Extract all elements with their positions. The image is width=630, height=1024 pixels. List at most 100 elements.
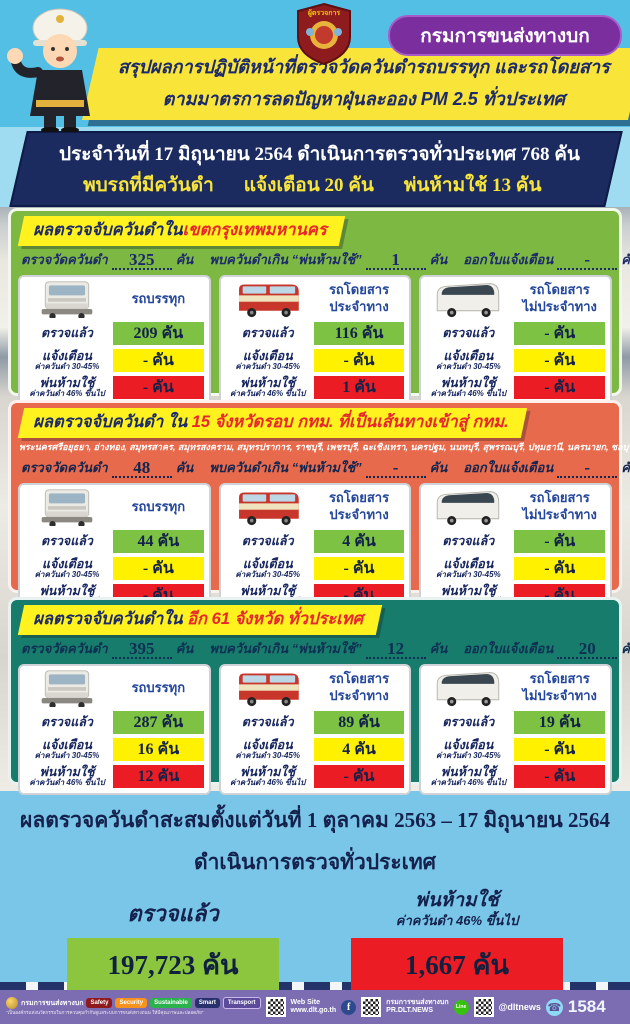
stat-warned-value: 20 xyxy=(578,639,596,658)
vehicle-name: รถโดยสาร ไม่ประจำทาง xyxy=(522,282,597,314)
warned-label: แจ้งเตือน ค่าควันดำ 30-45% xyxy=(235,556,300,580)
inspected-value-box: 4 คัน xyxy=(313,530,405,553)
stat-banned-value: 1 xyxy=(391,250,400,269)
stat-inspected-value: 325 xyxy=(128,250,155,269)
section-title-prefix: ผลตรวจจับควันดำใน xyxy=(33,221,183,239)
summary-inspected-label: ตรวจแล้ว xyxy=(127,901,219,926)
facebook-qr-code xyxy=(361,997,382,1017)
banned-value-box: - คัน xyxy=(514,376,606,399)
stat-inspected-label: ตรวจวัดควันดำ xyxy=(21,641,108,656)
section-61-provinces-stats: ตรวจวัดควันดำ 395 คัน พบควันดำเกิน “พ่นห… xyxy=(21,639,630,659)
warned-value-box: - คัน xyxy=(514,738,606,761)
section-bangkok-stats: ตรวจวัดควันดำ 325 คัน พบควันดำเกิน “พ่นห… xyxy=(21,250,630,270)
province-list: พระนครศรีอยุธยา, อ่างทอง, สมุทรสาคร, สมุ… xyxy=(19,442,630,452)
stat-inspected-leader: 325 xyxy=(111,250,172,270)
stat-banned-label: พบควันดำเกิน “พ่นห้ามใช้” xyxy=(209,460,362,475)
banned-value-box: - คัน xyxy=(313,765,405,788)
website-url: www.dlt.go.th xyxy=(290,1007,337,1014)
badge-smart: Smart xyxy=(194,998,220,1008)
footer-agency-block: กรมการขนส่งทางบก Safety Security Sustain… xyxy=(6,997,261,1017)
vehicle-name: รถบรรทุก xyxy=(131,290,186,306)
warned-label: แจ้งเตือน ค่าควันดำ 30-45% xyxy=(235,348,300,372)
section-61-provinces-title-tag: ผลตรวจจับควันดำใน อีก 61 จังหวัด ทั่วประ… xyxy=(17,605,383,635)
daily-result-box: ประจำวันที่ 17 มิถุนายน 2564 ดำเนินการตร… xyxy=(9,131,623,207)
stat-inspected-label: ตรวจวัดควันดำ xyxy=(21,460,108,475)
stat-warned-value: - xyxy=(584,250,591,269)
warned-value-box: - คัน xyxy=(313,557,405,580)
vehicle-name: รถโดยสาร ประจำทาง xyxy=(328,282,390,314)
stat-warned-label: ออกใบแจ้งเตือน xyxy=(463,252,554,267)
section-title-highlight: 15 จังหวัดรอบ กทม. ที่เป็นเส้นทางเข้าสู่… xyxy=(191,413,509,431)
vehicle-card-truck: รถบรรทุก ตรวจแล้ว 44 คัน แจ้งเตือน ค่าควั… xyxy=(18,483,211,614)
badge-safety: Safety xyxy=(86,998,113,1008)
vehicle-name: รถบรรทุก xyxy=(131,498,186,514)
stat-banned-leader: 1 xyxy=(365,250,426,270)
inspected-value-box: 19 คัน xyxy=(514,711,606,734)
summary-line1: ผลตรวจควันดำสะสมตั้งแต่วันที่ 1 ตุลาคม 2… xyxy=(20,808,610,832)
line-qr-code xyxy=(473,997,494,1017)
inspected-label: ตรวจแล้ว xyxy=(41,715,93,730)
footer-tagline: "เป็นองค์กรแห่งนวัตกรรมในการควบคุมกำกับด… xyxy=(6,1010,204,1015)
truck-icon xyxy=(25,280,109,318)
inspected-value-box: - คัน xyxy=(514,322,606,345)
dashed-divider xyxy=(0,982,630,990)
stat-banned-label: พบควันดำเกิน “พ่นห้ามใช้” xyxy=(209,252,362,267)
section-61-provinces: ผลตรวจจับควันดำใน อีก 61 จังหวัด ทั่วประ… xyxy=(8,597,630,795)
daily-warned-count: แจ้งเตือน 20 คัน xyxy=(243,174,375,196)
facebook-icon: f xyxy=(341,999,357,1015)
stat-inspected-label: ตรวจวัดควันดำ xyxy=(21,252,108,267)
warned-label: แจ้งเตือน ค่าควันดำ 30-45% xyxy=(436,737,501,761)
section-title-highlight: เขตกรุงเทพมหานคร xyxy=(182,221,327,239)
website-text: Web Site www.dlt.go.th xyxy=(291,999,337,1016)
inspector-character-icon xyxy=(7,8,90,132)
line-app-icon: Line xyxy=(453,999,469,1015)
summary-inspected-column: ตรวจแล้ว 197,723 คัน xyxy=(67,889,279,990)
banned-value-box: 1 คัน xyxy=(313,376,405,399)
warned-value-box: - คัน xyxy=(313,349,405,372)
warned-value-box: 4 คัน xyxy=(313,738,405,761)
warned-label: แจ้งเตือน ค่าควันดำ 30-45% xyxy=(436,348,501,372)
summary-inspected-value: 197,723 คัน xyxy=(67,938,279,990)
inspected-label: ตรวจแล้ว xyxy=(41,534,93,549)
inspected-value-box: 116 คัน xyxy=(313,322,405,345)
inspected-label: ตรวจแล้ว xyxy=(41,326,93,341)
warned-value-box: - คัน xyxy=(113,557,204,580)
title-banner: สรุปผลการปฏิบัติหน้าที่ตรวจวัดควันดำรถบร… xyxy=(82,48,630,120)
stat-warned-value: - xyxy=(584,458,591,477)
vehicle-card-truck: รถบรรทุก ตรวจแล้ว 209 คัน แจ้งเตือน ค่าคว… xyxy=(18,275,211,406)
daily-line1: ประจำวันที่ 17 มิถุนายน 2564 ดำเนินการตร… xyxy=(59,143,581,165)
summary-banned-label: พ่นห้ามใช้ xyxy=(415,890,499,911)
vehicle-card-truck: รถบรรทุก ตรวจแล้ว 287 คัน แจ้งเตือน ค่าคว… xyxy=(18,664,211,795)
city-bus-icon xyxy=(226,669,310,707)
vehicle-card-coach-bus: รถโดยสาร ไม่ประจำทาง ตรวจแล้ว - คัน แจ้ง… xyxy=(419,275,613,406)
section-15-provinces-stats: ตรวจวัดควันดำ 48 คัน พบควันดำเกิน “พ่นห้… xyxy=(21,458,630,478)
line-account: @dltnews xyxy=(498,1002,541,1012)
stat-warned-leader: 20 xyxy=(557,639,618,659)
stat-inspected-value: 48 xyxy=(133,458,151,477)
stat-banned-label: พบควันดำเกิน “พ่นห้ามใช้” xyxy=(209,641,362,656)
banned-label: พ่นห้ามใช้ค่าควันดำ 46% ขึ้นไป xyxy=(230,764,306,788)
title-line2: ตามมาตรการลดปัญหาฝุ่นละออง PM 2.5 ทั่วปร… xyxy=(162,89,565,110)
facebook-page-handle: PR.DLT.NEWS xyxy=(386,1007,434,1014)
inspector-shield-emblem-icon: ผู้ตรวจการ xyxy=(297,2,351,66)
facebook-text: กรมการขนส่งทางบก PR.DLT.NEWS xyxy=(386,999,448,1016)
truck-icon xyxy=(25,669,109,707)
stat-banned-leader: 12 xyxy=(365,640,426,659)
inspected-label: ตรวจแล้ว xyxy=(442,326,495,341)
badge-sustainable: Sustainable xyxy=(150,998,192,1008)
vehicle-card-city-bus: รถโดยสาร ประจำทาง ตรวจแล้ว 116 คัน แจ้งเ… xyxy=(218,275,412,406)
agency-name-pill: กรมการขนส่งทางบก xyxy=(388,15,622,56)
section-61-provinces-cards: รถบรรทุก ตรวจแล้ว 287 คัน แจ้งเตือน ค่าคว… xyxy=(11,664,619,795)
banned-label: พ่นห้ามใช้ค่าควันดำ 46% ขึ้นไป xyxy=(29,375,105,399)
badge-transport: Transport xyxy=(222,997,261,1009)
inspected-value-box: 89 คัน xyxy=(313,711,405,734)
hotline-number: 1584 xyxy=(567,997,606,1016)
dlt-logo-icon xyxy=(6,997,18,1009)
inspected-label: ตรวจแล้ว xyxy=(442,715,495,730)
truck-icon xyxy=(25,488,109,526)
footer-agency-name: กรมการขนส่งทางบก xyxy=(21,999,84,1007)
daily-banned-count: พ่นห้ามใช้ 13 คัน xyxy=(404,174,542,196)
inspected-value-box: 209 คัน xyxy=(113,322,204,345)
stat-inspected-leader: 48 xyxy=(111,458,172,478)
